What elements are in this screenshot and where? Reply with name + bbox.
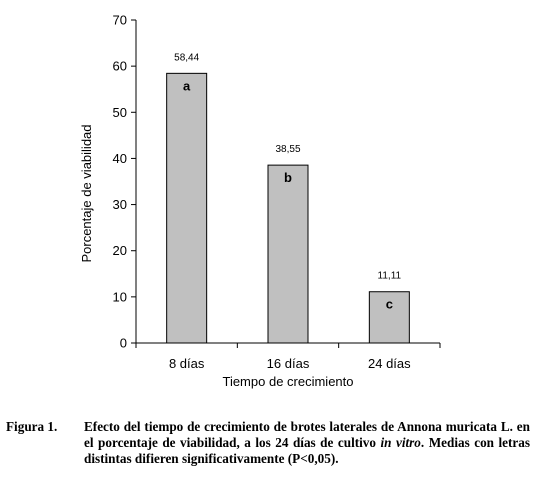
bar-chart: 0 10 20 30 40 50 60 70 58,44 a 38,55 b 11,11 c 8 día… [79, 13, 441, 389]
y-tick-label: 60 [113, 59, 127, 74]
y-tick-label: 0 [120, 336, 127, 351]
x-tick-label: 16 días [267, 356, 310, 371]
y-axis-title: Porcentaje de viabilidad [79, 124, 94, 262]
x-tick-label: 24 días [368, 356, 411, 371]
caption-text-main: Efecto del tiempo de crecimiento de brot… [84, 419, 530, 450]
y-tick-label: 30 [113, 197, 127, 212]
bar [166, 72, 208, 344]
y-tick-label: 70 [113, 13, 127, 28]
caption-text-italic: in vitro [380, 435, 421, 450]
bar-value-label: 11,11 [378, 271, 402, 282]
bar-letter-label: b [284, 170, 292, 185]
caption-text-end: . Medias con letras distintas difieren s… [84, 435, 531, 466]
bar-value-label: 58,44 [174, 52, 199, 63]
bar-letter-label: c [386, 297, 393, 312]
y-axis-ticks: 0 10 20 30 40 50 60 70 [113, 13, 136, 351]
bar [267, 164, 309, 344]
y-tick-label: 10 [113, 289, 127, 304]
caption-text: Efecto del tiempo de crecimiento de brot… [84, 419, 530, 467]
figure-caption: Figura 1. Efecto del tiempo de crecimient… [6, 419, 531, 467]
bar [368, 291, 410, 344]
x-axis-ticks: 8 días 16 días 24 días [135, 343, 441, 371]
caption-label: Figura 1. [6, 419, 58, 434]
y-tick-label: 20 [113, 243, 127, 258]
x-axis-title: Tiempo de crecimiento [222, 374, 353, 389]
y-tick-label: 50 [113, 105, 127, 120]
x-tick-label: 8 días [169, 356, 205, 371]
bars: 58,44 a 38,55 b 11,11 c [166, 52, 410, 344]
y-tick-label: 40 [113, 151, 127, 166]
bar-value-label: 38,55 [275, 144, 300, 155]
bar-letter-label: a [183, 78, 191, 93]
